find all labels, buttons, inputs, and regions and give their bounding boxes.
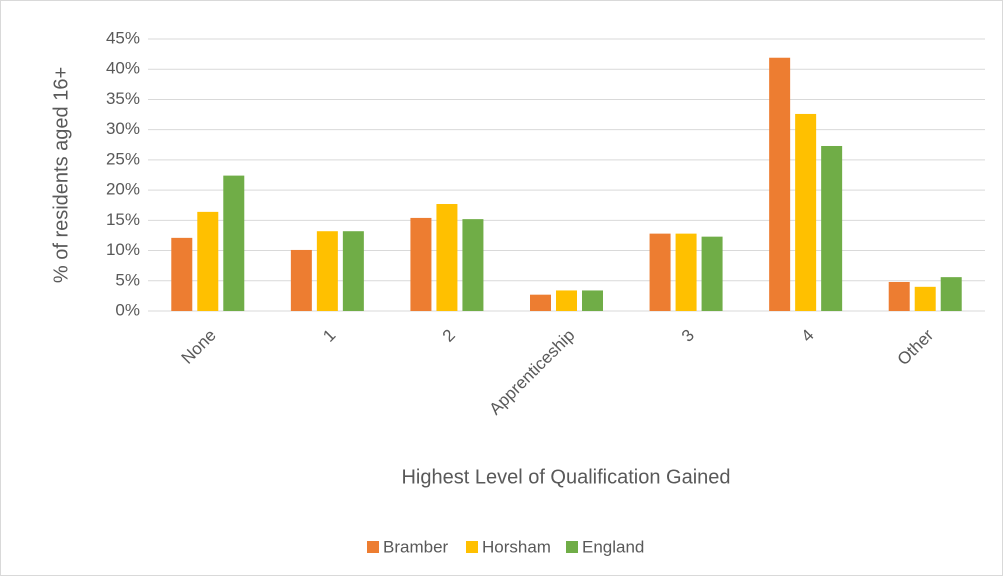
y-axis-label: % of residents aged 16+ (50, 67, 72, 283)
bar (223, 175, 245, 311)
bar (316, 231, 338, 311)
bar (197, 211, 219, 311)
y-tick-label: 10% (106, 240, 140, 259)
y-tick-label: 20% (106, 180, 140, 199)
y-tick-label: 25% (106, 149, 140, 168)
legend-swatch (367, 541, 379, 553)
bar (675, 233, 697, 311)
y-tick-label: 15% (106, 210, 140, 229)
x-axis-label: Highest Level of Qualification Gained (401, 466, 730, 488)
bar (582, 290, 603, 311)
bar (556, 290, 577, 311)
legend-label: Horsham (482, 537, 551, 556)
bar (795, 113, 817, 311)
bar (530, 294, 551, 311)
bar (171, 237, 193, 311)
bar (342, 231, 364, 311)
bar (410, 217, 432, 311)
y-tick-label: 30% (106, 119, 140, 138)
legend-label: Bramber (383, 537, 449, 556)
legend-swatch (566, 541, 578, 553)
legend-label: England (582, 537, 644, 556)
bar (290, 249, 312, 311)
bar (914, 286, 936, 311)
y-tick-label: 35% (106, 89, 140, 108)
y-tick-label: 0% (115, 300, 140, 319)
y-tick-label: 40% (106, 59, 140, 78)
bar (940, 277, 962, 311)
bar (701, 236, 723, 311)
y-tick-label: 45% (106, 28, 140, 47)
bar (769, 57, 791, 311)
y-tick-label: 5% (115, 270, 140, 289)
bar (649, 233, 671, 311)
bar (888, 281, 910, 311)
bar (462, 219, 484, 311)
bar (821, 145, 843, 311)
legend-swatch (466, 541, 478, 553)
bar (436, 204, 458, 311)
